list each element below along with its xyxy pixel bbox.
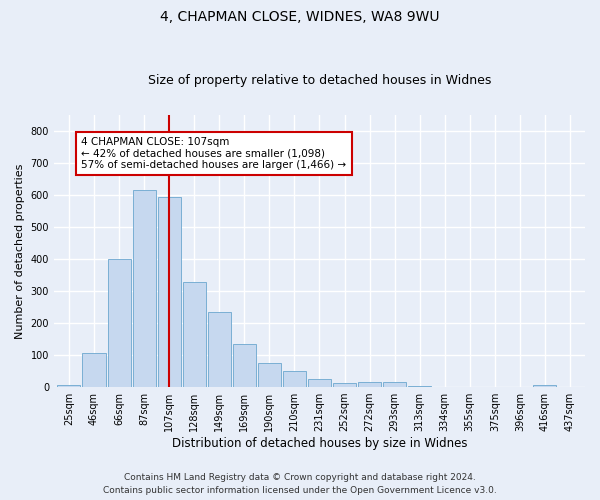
- Bar: [333, 383, 356, 387]
- Y-axis label: Number of detached properties: Number of detached properties: [15, 163, 25, 338]
- Bar: [208, 312, 231, 387]
- Bar: [58, 385, 80, 387]
- Text: 4, CHAPMAN CLOSE, WIDNES, WA8 9WU: 4, CHAPMAN CLOSE, WIDNES, WA8 9WU: [160, 10, 440, 24]
- Bar: [358, 382, 381, 387]
- Text: 4 CHAPMAN CLOSE: 107sqm
← 42% of detached houses are smaller (1,098)
57% of semi: 4 CHAPMAN CLOSE: 107sqm ← 42% of detache…: [82, 137, 347, 170]
- Bar: [408, 386, 431, 387]
- Bar: [308, 379, 331, 387]
- X-axis label: Distribution of detached houses by size in Widnes: Distribution of detached houses by size …: [172, 437, 467, 450]
- Text: Contains HM Land Registry data © Crown copyright and database right 2024.
Contai: Contains HM Land Registry data © Crown c…: [103, 474, 497, 495]
- Bar: [383, 382, 406, 387]
- Bar: [283, 371, 306, 387]
- Bar: [533, 385, 556, 387]
- Bar: [82, 354, 106, 387]
- Bar: [158, 198, 181, 387]
- Bar: [233, 344, 256, 387]
- Bar: [133, 190, 155, 387]
- Title: Size of property relative to detached houses in Widnes: Size of property relative to detached ho…: [148, 74, 491, 87]
- Bar: [107, 259, 131, 387]
- Bar: [182, 282, 206, 387]
- Bar: [258, 363, 281, 387]
